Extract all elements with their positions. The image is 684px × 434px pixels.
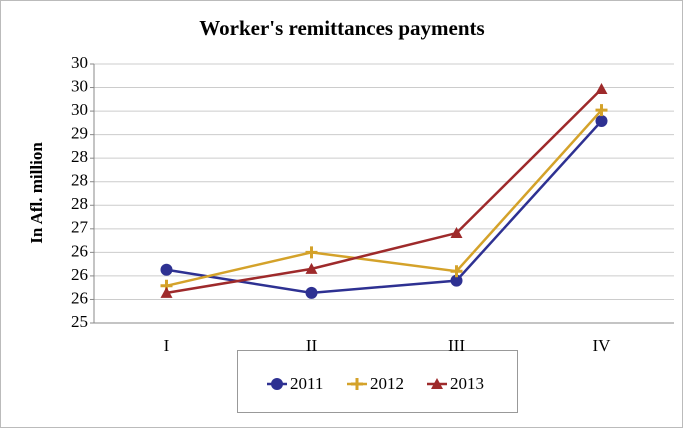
data-point <box>595 82 608 94</box>
data-point <box>160 286 173 298</box>
y-tick-label: 26 <box>71 265 88 284</box>
data-point <box>305 262 318 274</box>
x-tick-label: I <box>164 336 170 355</box>
legend-label: 2011 <box>290 374 323 393</box>
y-tick-label: 25 <box>71 312 88 331</box>
x-tick-label: III <box>448 336 465 355</box>
legend-label: 2012 <box>370 374 404 393</box>
y-tick-label: 26 <box>71 288 88 307</box>
series-line <box>166 88 603 295</box>
y-tick-label: 28 <box>71 147 88 166</box>
x-tick-label: II <box>306 336 318 355</box>
data-point <box>160 263 173 276</box>
chart-title: Worker's remittances payments <box>199 16 484 40</box>
data-point <box>595 114 608 127</box>
y-tick-label: 30 <box>71 100 88 119</box>
legend-marker <box>271 378 283 390</box>
y-tick-label: 26 <box>71 241 88 260</box>
legend-box <box>237 350 518 413</box>
y-tick-label: 27 <box>71 218 89 237</box>
y-axis-label: In Afl. million <box>27 142 46 244</box>
y-tick-label: 30 <box>71 53 88 72</box>
series-line <box>166 109 603 288</box>
legend-label: 2013 <box>450 374 484 393</box>
y-tick-label: 28 <box>71 171 88 190</box>
y-tick-label: 28 <box>71 194 88 213</box>
data-point <box>595 104 608 117</box>
data-point <box>305 286 318 299</box>
data-point <box>450 274 463 287</box>
data-point <box>305 246 318 259</box>
data-point <box>450 265 463 278</box>
legend-marker <box>431 378 443 389</box>
legend-marker <box>351 378 363 390</box>
y-tick-label: 30 <box>71 76 88 95</box>
y-tick-label: 29 <box>71 124 88 143</box>
data-point <box>450 227 463 239</box>
x-tick-label: IV <box>593 336 612 355</box>
